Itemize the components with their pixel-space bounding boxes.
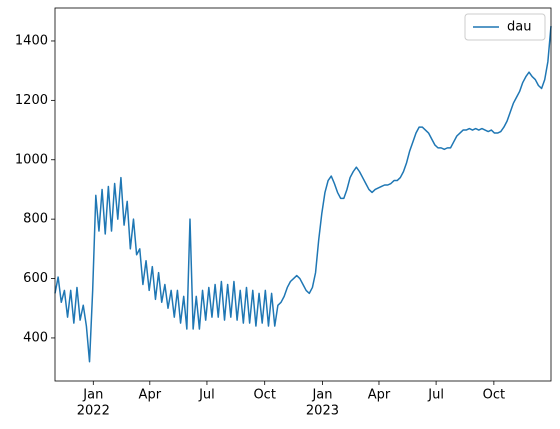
y-tick-label: 400 xyxy=(23,330,48,345)
y-tick-label: 1000 xyxy=(15,152,48,167)
y-tick-label: 1400 xyxy=(15,33,48,48)
x-tick-label: Oct xyxy=(483,388,505,403)
y-tick-label: 800 xyxy=(23,212,48,227)
x-year-label: 2022 xyxy=(77,404,110,419)
x-tick-label: Jan xyxy=(311,388,332,403)
plot-frame xyxy=(54,7,552,382)
x-tick-label: Apr xyxy=(139,388,162,403)
x-tick-label: Jul xyxy=(427,388,444,403)
y-tick-label: 600 xyxy=(23,271,48,286)
x-tick-label: Jul xyxy=(198,388,215,403)
data-line xyxy=(54,26,552,363)
x-year-label: 2023 xyxy=(306,404,339,419)
x-tick-label: Oct xyxy=(253,388,275,403)
x-tick-label: Apr xyxy=(368,388,391,403)
x-tick-label: Jan xyxy=(82,388,103,403)
legend-box xyxy=(464,13,546,41)
y-tick-label: 1200 xyxy=(15,93,48,108)
legend-label: dau xyxy=(507,20,531,35)
